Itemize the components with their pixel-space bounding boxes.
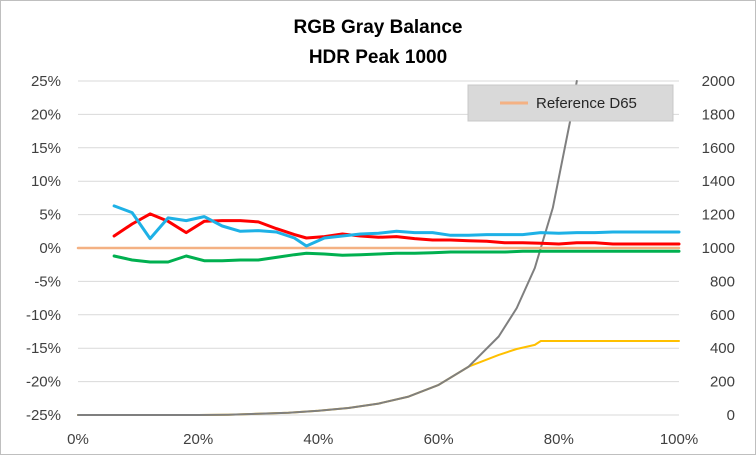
- y-tick-label: 10%: [31, 173, 61, 190]
- y-tick-label: 15%: [31, 140, 61, 157]
- legend-label-reference-d65: Reference D65: [536, 95, 637, 112]
- x-axis-ticks: 0% 20% 40% 60% 80% 100%: [67, 431, 698, 448]
- series-lines: [76, 80, 681, 416]
- y2-tick-label: 1000: [702, 240, 735, 257]
- x-tick-label: 100%: [660, 431, 698, 448]
- y-tick-label: -20%: [26, 374, 61, 391]
- x-tick-label: 80%: [544, 431, 574, 448]
- x-tick-label: 20%: [183, 431, 213, 448]
- y2-tick-label: 0: [727, 407, 735, 424]
- chart-title: RGB Gray Balance: [294, 17, 463, 38]
- y-tick-label: -5%: [34, 273, 61, 290]
- y-tick-label: 20%: [31, 106, 61, 123]
- y-tick-label: 25%: [31, 73, 61, 90]
- x-tick-label: 40%: [303, 431, 333, 448]
- series-line-green: [112, 249, 681, 264]
- y2-tick-label: 200: [710, 374, 735, 391]
- y-tick-label: -25%: [26, 407, 61, 424]
- y-tick-label: 5%: [39, 207, 61, 224]
- y2-tick-label: 400: [710, 340, 735, 357]
- x-tick-label: 60%: [424, 431, 454, 448]
- y2-tick-label: 1200: [702, 207, 735, 224]
- y2-tick-label: 1600: [702, 140, 735, 157]
- y2-tick-label: 600: [710, 307, 735, 324]
- legend: Reference D65: [467, 84, 674, 122]
- x-tick-label: 0%: [67, 431, 89, 448]
- y-tick-label: -10%: [26, 307, 61, 324]
- y2-tick-label: 1400: [702, 173, 735, 190]
- series-line-blue: [112, 204, 681, 248]
- y2-tick-label: 800: [710, 273, 735, 290]
- y2-tick-label: 2000: [702, 73, 735, 90]
- y2-tick-label: 1800: [702, 106, 735, 123]
- chart-subtitle: HDR Peak 1000: [309, 47, 447, 68]
- left-axis-ticks: 25% 20% 15% 10% 5% 0% -5% -10% -15% -20% -25%: [26, 73, 61, 424]
- y-tick-label: -15%: [26, 340, 61, 357]
- y-tick-label: 0%: [39, 240, 61, 257]
